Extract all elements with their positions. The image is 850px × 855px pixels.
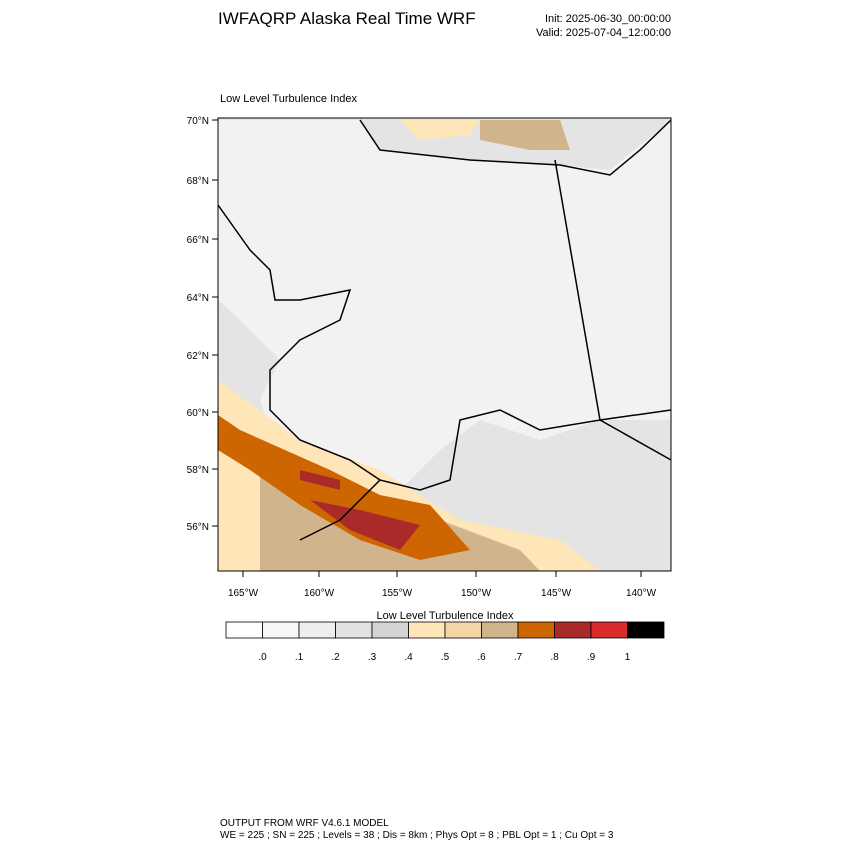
- lon-label: 155°W: [382, 588, 413, 599]
- lon-label: 160°W: [304, 588, 335, 599]
- colorbar-label: .8: [550, 652, 559, 663]
- colorbar-box: [554, 621, 592, 639]
- colorbar-label: .3: [368, 652, 377, 663]
- colorbar-label: .2: [331, 652, 340, 663]
- colorbar-label: .6: [477, 652, 486, 663]
- lon-label: 140°W: [626, 588, 657, 599]
- colorbar-box: [517, 621, 555, 639]
- valid-time: Valid: 2025-07-04_12:00:00: [536, 27, 671, 39]
- lon-label: 145°W: [541, 588, 572, 599]
- colorbar-box: [371, 621, 409, 639]
- lat-label: 66°N: [187, 235, 209, 246]
- map-frame: [217, 117, 672, 572]
- colorbar-box: [590, 621, 628, 639]
- colorbar-label: .1: [295, 652, 304, 663]
- colorbar-box: [335, 621, 373, 639]
- lat-label: 56°N: [187, 522, 209, 533]
- field-north-light: [400, 120, 480, 140]
- colorbar-box: [481, 621, 519, 639]
- colorbar-box: [408, 621, 446, 639]
- colorbar-box: [627, 621, 665, 639]
- title: IWFAQRP Alaska Real Time WRF: [218, 9, 476, 28]
- lat-label: 64°N: [187, 293, 209, 304]
- colorbar-label: .0: [258, 652, 267, 663]
- colorbar-label: 1: [625, 652, 631, 663]
- lat-label: 60°N: [187, 408, 209, 419]
- lon-label: 150°W: [461, 588, 492, 599]
- colorbar-label: .7: [514, 652, 523, 663]
- footer-line: OUTPUT FROM WRF V4.6.1 MODEL: [220, 818, 389, 829]
- lat-label: 58°N: [187, 465, 209, 476]
- lat-label: 62°N: [187, 351, 209, 362]
- footer-line: WE = 225 ; SN = 225 ; Levels = 38 ; Dis …: [220, 830, 614, 841]
- colorbar-label: .5: [441, 652, 450, 663]
- field-red: [300, 470, 420, 550]
- field-north: [480, 120, 570, 150]
- map: [217, 117, 672, 572]
- colorbar-box: [262, 621, 300, 639]
- colorbar-box: [444, 621, 482, 639]
- colorbar-label: .9: [587, 652, 596, 663]
- coastline: [218, 119, 671, 541]
- colorbar-box: [225, 621, 263, 639]
- colorbar-box: [298, 621, 336, 639]
- colorbar-label: .4: [404, 652, 413, 663]
- lat-label: 70°N: [187, 116, 209, 127]
- lat-label: 68°N: [187, 176, 209, 187]
- land: [218, 120, 671, 520]
- colorbar-title: Low Level Turbulence Index: [377, 610, 514, 622]
- map-subtitle: Low Level Turbulence Index: [220, 93, 357, 105]
- init-time: Init: 2025-06-30_00:00:00: [545, 13, 671, 25]
- lon-label: 165°W: [228, 588, 259, 599]
